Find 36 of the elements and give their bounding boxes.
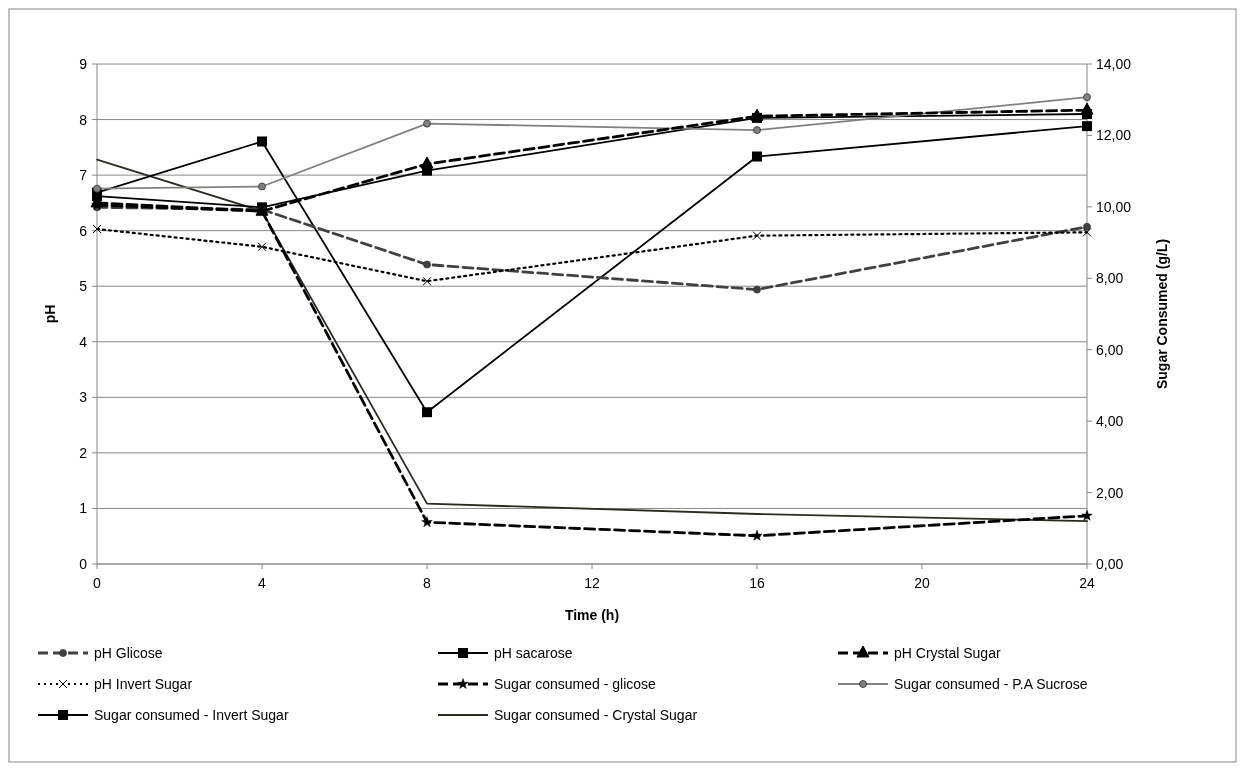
y2-tick-label: 6,00 — [1096, 341, 1124, 358]
y-tick-label: 8 — [79, 111, 88, 128]
y2-tick-label: 4,00 — [1096, 413, 1124, 430]
legend-label: pH Invert Sugar — [94, 676, 193, 692]
x-tick-label: 8 — [423, 575, 432, 591]
y-tick-label: 2 — [79, 444, 88, 461]
y2-tick-label: 10,00 — [1096, 198, 1132, 215]
legend-label: Sugar consumed - P.A Sucrose — [894, 676, 1088, 692]
y-tick-label: 0 — [79, 556, 88, 572]
x-tick-label: 20 — [914, 575, 930, 591]
legend-label: Sugar consumed - Crystal Sugar — [494, 707, 698, 723]
x-tick-label: 0 — [93, 575, 102, 591]
y-tick-label: 6 — [79, 222, 88, 239]
y2-tick-label: 14,00 — [1096, 56, 1132, 72]
y2-tick-label: 8,00 — [1096, 270, 1124, 287]
x-tick-label: 16 — [749, 575, 765, 591]
legend-label: pH Crystal Sugar — [894, 645, 1001, 661]
legend-label: Sugar consumed - glicose — [494, 676, 657, 692]
y-tick-label: 5 — [79, 278, 88, 295]
x-tick-label: 4 — [258, 575, 267, 591]
y2-tick-label: 0,00 — [1096, 556, 1124, 572]
y-tick-label: 1 — [79, 500, 88, 517]
legend-label: Sugar consumed - Invert Sugar — [94, 707, 289, 723]
y-tick-label: 9 — [79, 56, 88, 72]
legend-label: pH sacarose — [494, 645, 573, 661]
y-tick-label: 7 — [79, 167, 88, 184]
y2-tick-label: 12,00 — [1096, 127, 1132, 144]
x-tick-label: 24 — [1079, 575, 1095, 591]
y2-axis-title: Sugar Consumed (g/L) — [1154, 238, 1170, 390]
x-tick-label: 12 — [584, 575, 600, 591]
y-axis-title: pH — [42, 304, 58, 324]
legend-label: pH Glicose — [94, 645, 163, 661]
y-tick-label: 4 — [79, 333, 88, 350]
y2-tick-label: 2,00 — [1096, 484, 1124, 501]
x-axis-title: Time (h) — [564, 607, 620, 623]
y-tick-label: 3 — [79, 389, 88, 406]
